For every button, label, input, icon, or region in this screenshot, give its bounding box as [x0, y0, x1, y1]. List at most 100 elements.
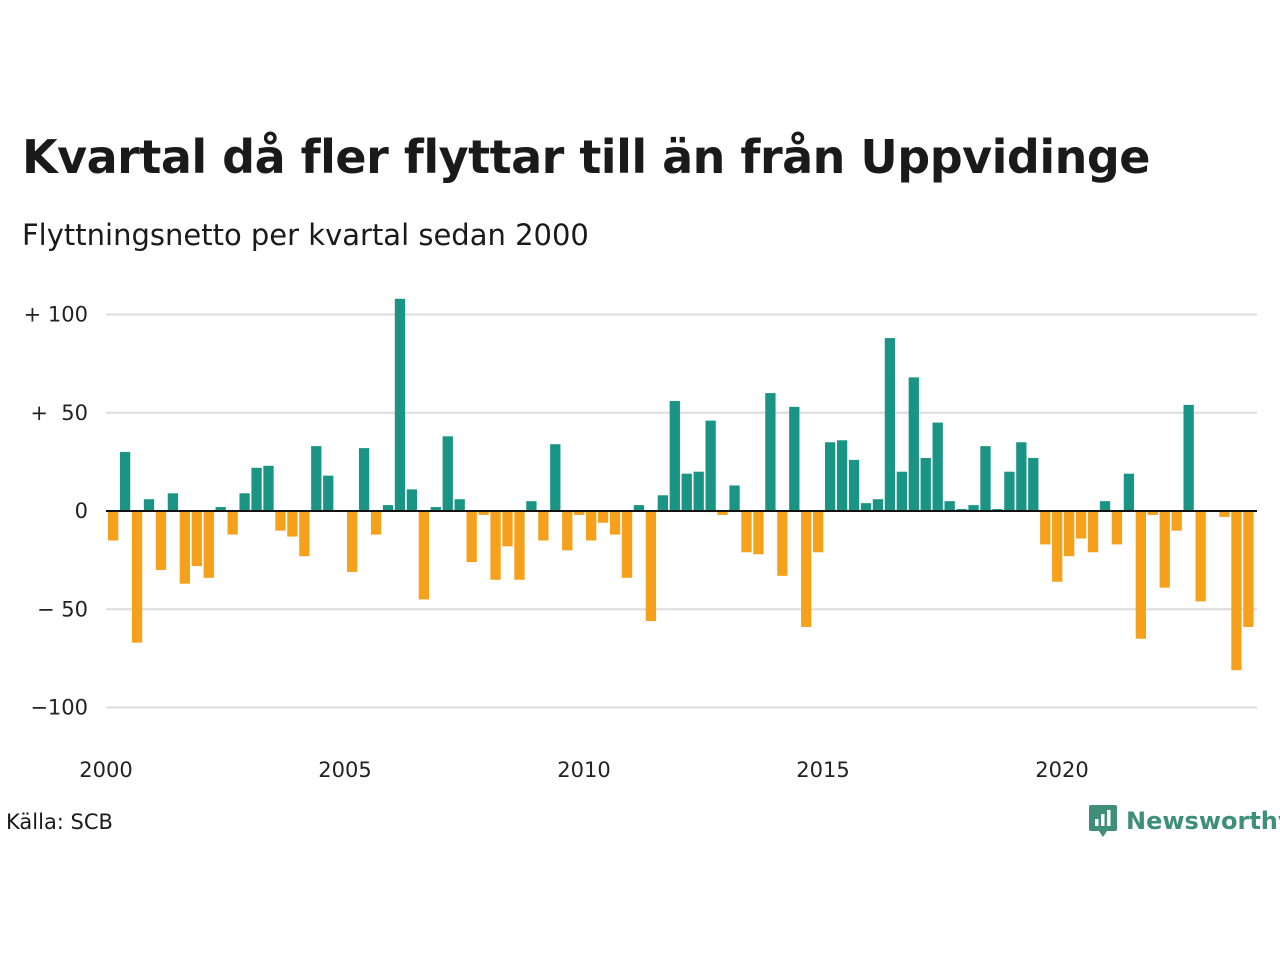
bar: [645, 511, 657, 622]
bar-chart: + 100 + 50 0 − 50 −100 2000 2005 2010 2015 2020: [24, 298, 1257, 782]
bar: [1028, 457, 1039, 511]
bar: [418, 511, 429, 600]
bar: [287, 511, 298, 537]
bar: [1087, 511, 1099, 553]
x-tick-label: 2005: [318, 758, 371, 782]
bar: [323, 475, 334, 511]
bar: [813, 511, 824, 553]
x-tick-label: 2010: [557, 758, 610, 782]
bar: [299, 511, 310, 557]
bar: [717, 511, 728, 515]
bar: [729, 485, 740, 511]
bar: [203, 511, 214, 578]
bar: [860, 503, 872, 511]
y-tick-label: −100: [30, 696, 88, 720]
bar: [896, 471, 907, 511]
bar: [872, 499, 884, 511]
bar: [514, 511, 525, 580]
brand-name: Newsworthy: [1126, 807, 1280, 835]
bar: [1183, 404, 1194, 511]
bar: [430, 507, 441, 511]
bar: [825, 442, 836, 512]
bar: [1016, 442, 1027, 512]
bar: [1135, 511, 1146, 639]
bar: [478, 511, 489, 515]
bars: [106, 298, 1257, 671]
bar: [753, 511, 764, 555]
bar: [657, 495, 668, 511]
bar: [693, 471, 704, 511]
bar: [597, 511, 609, 523]
bar: [119, 452, 131, 511]
bar: [1171, 511, 1182, 531]
bar: [1004, 471, 1015, 511]
bar: [1064, 511, 1075, 557]
bar: [526, 501, 537, 512]
bar: [227, 511, 238, 535]
x-tick-label: 2000: [79, 758, 132, 782]
bar: [681, 473, 692, 512]
bar: [920, 457, 931, 511]
bar: [131, 511, 143, 643]
bar: [466, 511, 477, 563]
bar: [263, 465, 274, 512]
bar: [454, 499, 465, 511]
bar: [406, 489, 418, 511]
bar: [370, 511, 382, 535]
bar: [609, 511, 621, 535]
bar: [884, 338, 896, 511]
bar: [669, 400, 680, 511]
bar: [574, 511, 585, 515]
bar: [801, 511, 812, 627]
x-tick-label: 2015: [796, 758, 849, 782]
bar: [765, 393, 776, 511]
bar: [358, 448, 370, 511]
bar: [621, 511, 633, 578]
bar: [944, 501, 955, 512]
y-tick-label: − 50: [37, 597, 88, 621]
bar: [777, 511, 788, 576]
bar: [1159, 511, 1170, 588]
bar: [836, 440, 848, 511]
chart-subtitle: Flyttningsnetto per kvartal sedan 2000: [22, 218, 589, 252]
bar: [167, 493, 179, 511]
bar: [1040, 511, 1051, 545]
y-tick-label: 0: [75, 499, 88, 523]
brand-logo: Newsworthy: [1088, 803, 1280, 839]
bar: [586, 511, 597, 541]
bar: [502, 511, 513, 547]
bar: [633, 505, 645, 512]
x-axis-ticks: 2000 2005 2010 2015 2020: [79, 758, 1088, 782]
bar: [1099, 501, 1111, 512]
x-tick-label: 2020: [1035, 758, 1088, 782]
bar: [1195, 511, 1206, 602]
bar: [550, 444, 561, 511]
newsworthy-logo-icon: [1089, 805, 1117, 837]
bar: [1147, 511, 1158, 515]
y-axis-ticks: + 100 + 50 0 − 50 −100: [24, 303, 88, 720]
bar: [490, 511, 501, 580]
bar: [143, 499, 155, 511]
bar: [251, 467, 262, 511]
bar: [108, 511, 119, 541]
bar: [275, 511, 286, 531]
bar: [1123, 473, 1135, 512]
bar: [1219, 511, 1230, 517]
bar: [968, 505, 979, 512]
bar: [538, 511, 549, 541]
source-label: Källa: SCB: [6, 810, 113, 834]
bar: [382, 505, 394, 512]
grid-lines: [106, 313, 1257, 709]
bar: [848, 459, 860, 511]
bar: [932, 422, 943, 511]
bar: [741, 511, 752, 553]
bar: [1111, 511, 1123, 545]
bar: [191, 511, 202, 567]
bar: [908, 377, 919, 511]
bar: [442, 436, 453, 511]
bar: [789, 406, 800, 512]
bar: [394, 298, 406, 511]
bar: [1075, 511, 1087, 539]
bar: [239, 493, 250, 511]
bar: [155, 511, 167, 570]
